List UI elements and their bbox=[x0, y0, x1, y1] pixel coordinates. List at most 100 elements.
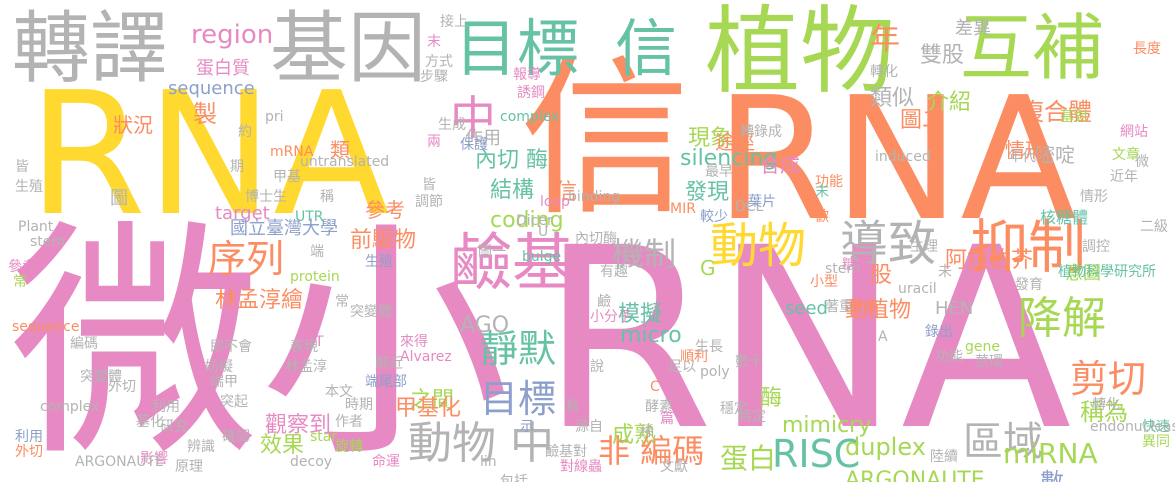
word: 作者 bbox=[335, 414, 363, 430]
word: 意圖 bbox=[1065, 263, 1101, 284]
word: 區域 bbox=[963, 419, 1043, 465]
word: 確認 bbox=[222, 429, 250, 445]
word: 轉化 bbox=[870, 64, 898, 80]
word: 常 bbox=[335, 294, 349, 310]
word: 數 bbox=[1040, 468, 1064, 482]
word: 皆 bbox=[15, 159, 29, 175]
word: 鹼 bbox=[597, 294, 611, 310]
word: 動物 bbox=[710, 218, 807, 274]
word: mimicry bbox=[782, 413, 872, 438]
word: 小型 bbox=[810, 274, 838, 290]
word: 文獻 bbox=[660, 459, 688, 475]
word: 突變體 bbox=[350, 304, 392, 320]
word: 糖體 bbox=[842, 257, 870, 273]
word: 利用 bbox=[15, 429, 43, 445]
word: HEN bbox=[935, 298, 974, 319]
word: bulge bbox=[522, 249, 562, 265]
word: 功能 bbox=[935, 349, 963, 365]
word: 報導 bbox=[513, 67, 541, 83]
word: 圖二 bbox=[900, 108, 945, 133]
word: 信 bbox=[555, 180, 578, 205]
word: 圖 bbox=[110, 188, 128, 209]
word: 動植物 bbox=[845, 298, 912, 323]
word: 稱為 bbox=[1080, 398, 1128, 426]
word: lin bbox=[480, 454, 497, 470]
word: 國立臺灣大學 bbox=[230, 218, 338, 239]
word: 圖一 bbox=[478, 244, 506, 260]
word: 類 bbox=[330, 138, 350, 162]
word: 未 bbox=[938, 264, 952, 280]
word: 情形 bbox=[1080, 189, 1108, 205]
word: 外切 bbox=[108, 379, 136, 395]
word: 林孟淳 bbox=[285, 359, 327, 375]
word: complex bbox=[40, 399, 100, 415]
word: duplex bbox=[845, 433, 926, 461]
word: 目標 bbox=[480, 377, 557, 421]
word: 數十 bbox=[735, 354, 763, 370]
word: RNA bbox=[28, 56, 390, 254]
word: 轉化 bbox=[1092, 397, 1120, 413]
word: 兩 bbox=[427, 134, 441, 150]
word: 結構 bbox=[490, 178, 535, 203]
word: 嘧啶 bbox=[1035, 143, 1075, 167]
word: 利用 bbox=[152, 399, 180, 415]
word: 快速 bbox=[1142, 419, 1170, 435]
word: 對線蟲 bbox=[560, 459, 602, 475]
word: 甲基化 bbox=[395, 396, 462, 421]
word: 植物科學研究所 bbox=[1058, 264, 1156, 280]
word: sequence bbox=[12, 319, 80, 335]
word: 狀況 bbox=[113, 113, 153, 137]
word: Alvarez bbox=[400, 349, 452, 365]
word: 轉錄成 bbox=[740, 124, 782, 140]
word: C bbox=[650, 379, 660, 395]
word: 效果 bbox=[260, 433, 305, 458]
word: Dicer bbox=[516, 213, 553, 229]
word: 即不會 bbox=[210, 339, 252, 355]
word: 小分子 bbox=[590, 309, 632, 325]
word: 端甲 bbox=[210, 374, 238, 390]
word: 基因 bbox=[270, 4, 427, 94]
word: DCL bbox=[735, 199, 764, 215]
word: 本文 bbox=[325, 384, 353, 400]
word: poly bbox=[700, 364, 730, 380]
word: 原理 bbox=[175, 459, 203, 475]
word: 中 bbox=[450, 91, 496, 145]
word: 股 bbox=[870, 263, 893, 288]
word: 參考 bbox=[365, 198, 405, 222]
word: region bbox=[191, 20, 274, 50]
word: 成熟 bbox=[612, 423, 657, 448]
word: silencing bbox=[680, 146, 778, 171]
word: 信 bbox=[615, 12, 678, 85]
word: 前驅物 bbox=[350, 228, 417, 253]
word: G bbox=[700, 256, 716, 280]
word: 降解 bbox=[1018, 293, 1106, 344]
word: 外切 bbox=[15, 444, 43, 460]
word: 鹼基對 bbox=[545, 444, 587, 460]
word: 情形 bbox=[1005, 138, 1045, 162]
word: 之間 bbox=[410, 388, 455, 413]
word: 基對 bbox=[1060, 109, 1088, 125]
word: 示 bbox=[520, 419, 534, 435]
word: 妨礙 bbox=[205, 359, 233, 375]
word: 較少 bbox=[700, 209, 728, 225]
word: MIR bbox=[670, 201, 696, 217]
word: T bbox=[315, 334, 324, 350]
word: 複合體 bbox=[1020, 98, 1092, 126]
word: 接上 bbox=[440, 14, 468, 30]
word: 末 bbox=[427, 34, 441, 50]
word: 年 bbox=[870, 22, 900, 57]
word: 調節 bbox=[415, 194, 443, 210]
word: 鹼基 bbox=[450, 226, 575, 299]
word: protein bbox=[290, 269, 340, 285]
word: 觀察到 bbox=[265, 413, 332, 438]
word: 內切 酶 bbox=[475, 148, 548, 173]
word: 二級 bbox=[1140, 219, 1168, 235]
word: 末 bbox=[815, 184, 829, 200]
word: star bbox=[310, 429, 338, 445]
word: 易 bbox=[565, 399, 579, 415]
word: U bbox=[538, 224, 549, 240]
word: 歡 bbox=[815, 209, 829, 225]
word: 抑制 bbox=[970, 213, 1087, 281]
word: 篇 bbox=[660, 411, 674, 427]
